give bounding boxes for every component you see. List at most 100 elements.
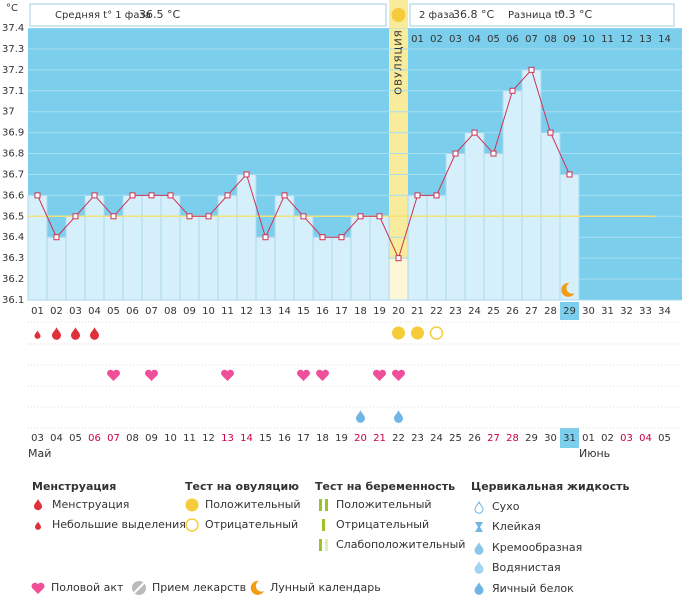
legend-icon [185, 518, 199, 532]
intercourse-marker [107, 369, 120, 381]
legend-icon [474, 500, 484, 514]
y-tick-label: 37.3 [2, 44, 24, 55]
date-label: 04 [50, 433, 63, 444]
legend-text: Слабоположительный [336, 538, 465, 551]
legend-text: Кремообразная [492, 541, 582, 554]
legend-icon [325, 499, 328, 511]
temperature-point [300, 213, 307, 220]
day-label: 27 [525, 306, 538, 317]
phase1-box [29, 3, 387, 27]
legend-text: Отрицательный [205, 518, 298, 531]
temperature-point [509, 87, 516, 94]
day-label: 12 [240, 306, 253, 317]
y-tick-label: 36.7 [2, 169, 24, 180]
bar [483, 153, 504, 301]
date-label: 27 [487, 433, 500, 444]
intercourse-marker [297, 369, 310, 381]
y-tick-label: 36.1 [2, 295, 24, 306]
menstruation-marker [52, 327, 61, 340]
bar [559, 173, 580, 301]
y-tick-label: 36.2 [2, 274, 24, 285]
bar [521, 69, 542, 301]
bar [312, 236, 333, 301]
post-ovulation-day: 10 [582, 34, 595, 45]
day-label: 13 [259, 306, 272, 317]
ovulation-sun [391, 8, 406, 22]
legend-text: Лунный календарь [270, 581, 381, 594]
day-label: 25 [487, 306, 500, 317]
date-label: 26 [468, 433, 481, 444]
egg-white-marker [394, 410, 403, 423]
date-label: 03 [31, 433, 44, 444]
temperature-point [490, 150, 497, 157]
day-label: 29 [563, 306, 576, 317]
legend-text: Водянистая [492, 561, 561, 574]
temperature-point [186, 213, 193, 220]
day-label: 22 [430, 306, 443, 317]
difference-value: 0.3 °C [558, 8, 592, 21]
day-label: 26 [506, 306, 519, 317]
legend-text: Менструация [52, 498, 129, 511]
bar [46, 236, 67, 301]
post-ovulation-day: 07 [525, 34, 538, 45]
bar [445, 153, 466, 301]
y-tick-label: 36.3 [2, 253, 24, 264]
temperature-point [205, 213, 212, 220]
legend-icon [325, 539, 328, 551]
temperature-point [414, 192, 421, 199]
menstruation-light-marker [34, 330, 41, 339]
legend-text: Небольшие выделения [52, 518, 186, 531]
legend-text: Тест на овуляцию [185, 480, 299, 493]
bar [141, 194, 162, 301]
bar [217, 194, 238, 301]
phase1-value: 36.5 °C [139, 8, 180, 21]
temperature-point [129, 192, 136, 199]
post-ovulation-day: 09 [563, 34, 576, 45]
day-label: 21 [411, 306, 424, 317]
day-label: 23 [449, 306, 462, 317]
y-tick-label: 37 [2, 107, 15, 118]
day-label: 09 [183, 306, 196, 317]
temperature-point [319, 234, 326, 241]
legend-icon [185, 498, 199, 512]
day-label: 31 [601, 306, 614, 317]
legend-text: Положительный [205, 498, 301, 511]
post-ovulation-day: 04 [468, 34, 481, 45]
date-label: 09 [145, 433, 158, 444]
y-tick-label: 36.6 [2, 190, 24, 201]
month-label: Май [28, 447, 51, 460]
legend-icon [474, 542, 484, 555]
legend-icon [133, 582, 145, 594]
temperature-point [452, 150, 459, 157]
date-label: 23 [411, 433, 424, 444]
bar [179, 215, 200, 301]
legend-icon [319, 539, 322, 551]
date-label: 02 [601, 433, 614, 444]
bar [255, 236, 276, 301]
legend-icon [474, 561, 484, 574]
day-label: 33 [639, 306, 652, 317]
day-label: 32 [620, 306, 633, 317]
bar [369, 215, 390, 301]
intercourse-marker [145, 369, 158, 381]
temperature-point [281, 192, 288, 199]
phase2-label: 2 фаза [419, 10, 455, 21]
legend-text: Сухо [492, 500, 520, 513]
bar [407, 194, 428, 301]
bar [388, 257, 409, 301]
y-tick-label: 37.2 [2, 65, 24, 76]
bar [160, 194, 181, 301]
date-label: 15 [259, 433, 272, 444]
date-label: 12 [202, 433, 215, 444]
legend-text: Цервикальная жидкость [471, 480, 629, 493]
date-label: 29 [525, 433, 538, 444]
bar [426, 194, 447, 301]
y-tick-label: 36.4 [2, 232, 24, 243]
legend-icon [34, 499, 42, 511]
menstruation-marker [71, 327, 80, 340]
day-label: 06 [126, 306, 139, 317]
bar [122, 194, 143, 301]
temperature-point [547, 129, 554, 136]
